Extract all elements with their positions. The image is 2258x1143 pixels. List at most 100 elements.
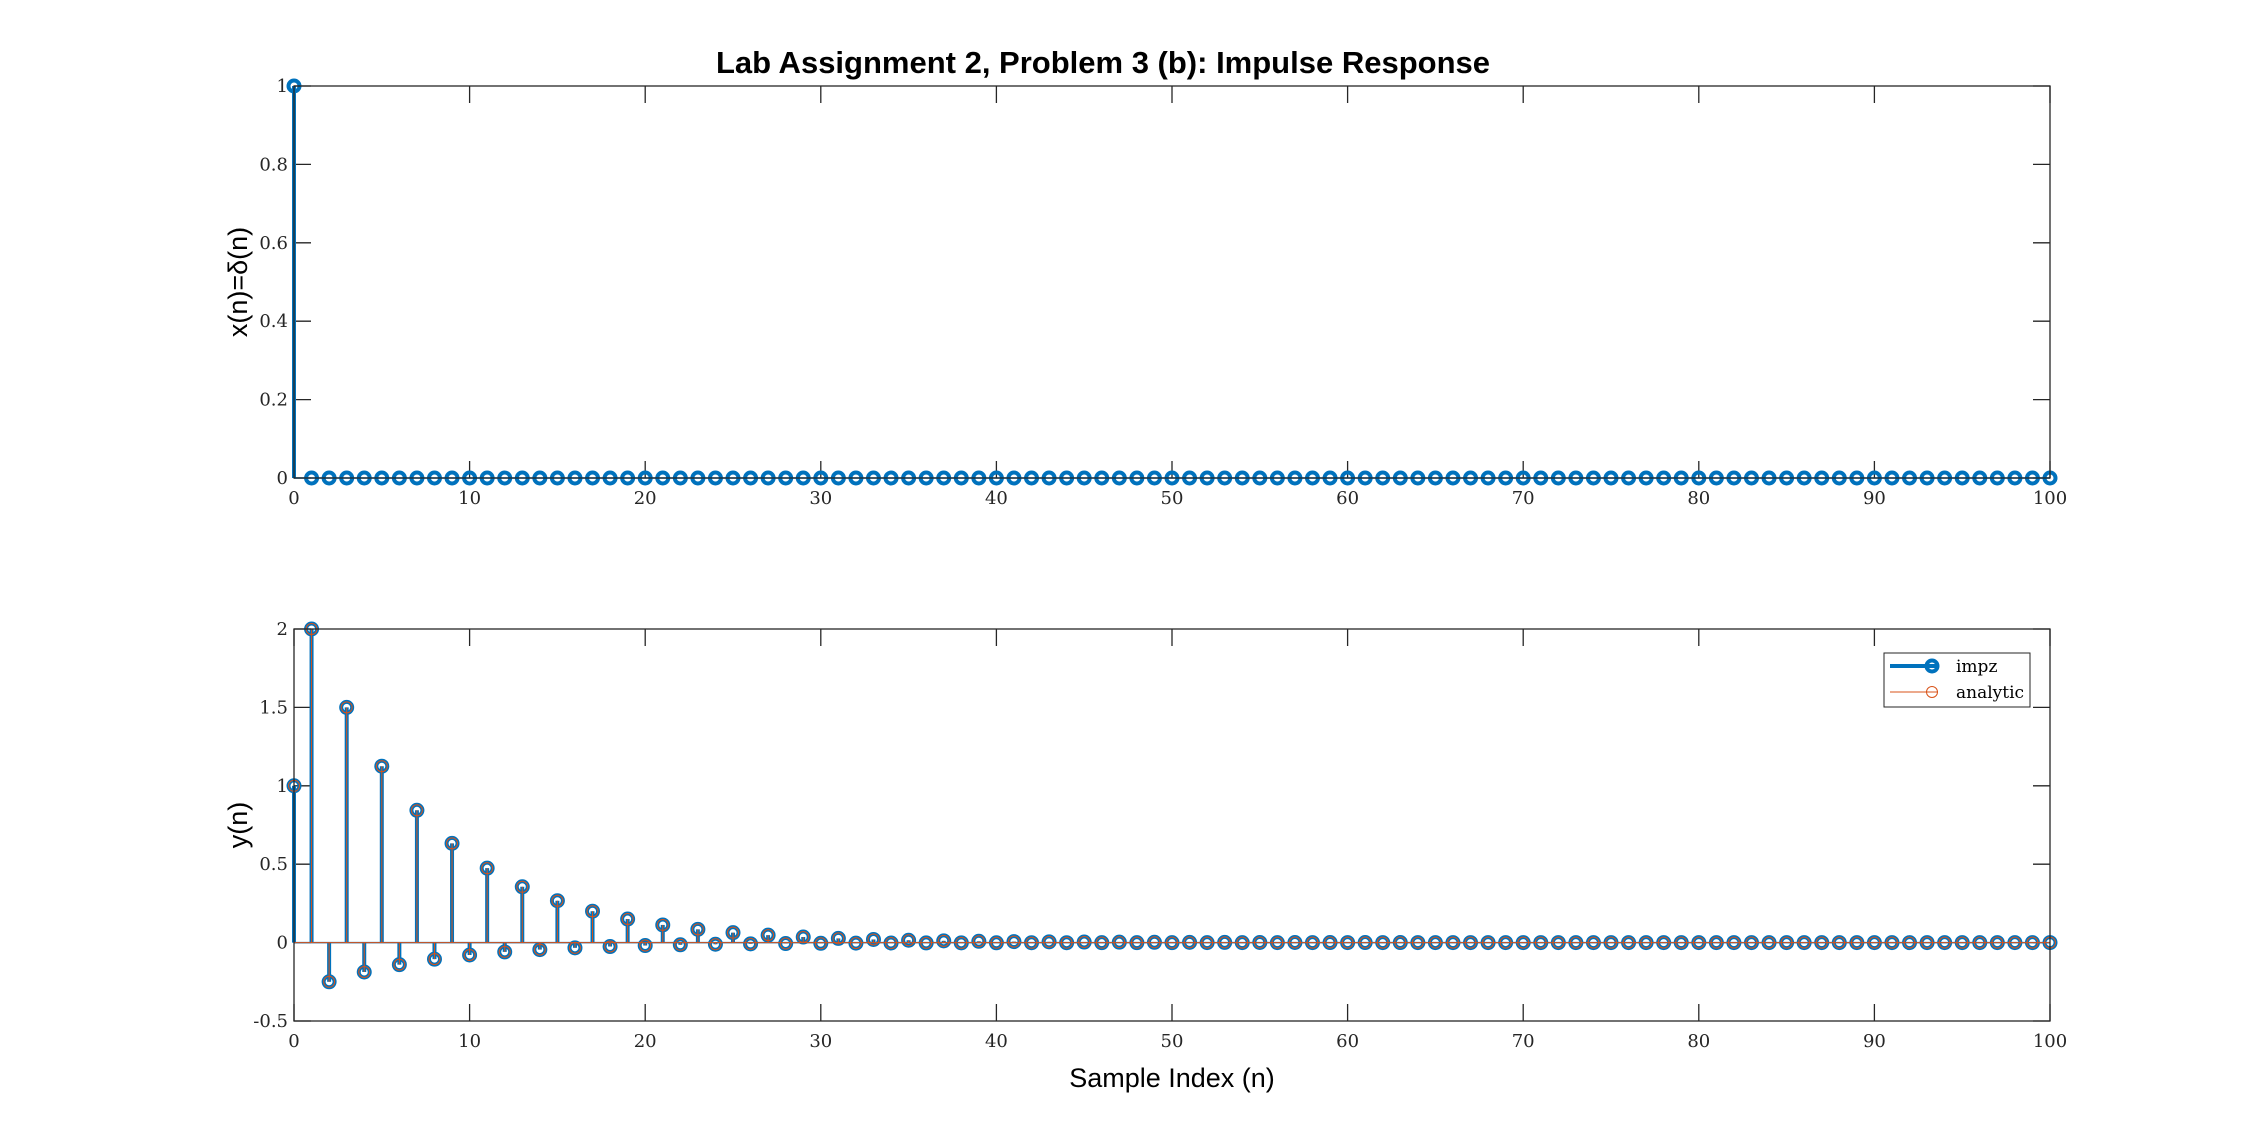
x-tick-label: 70 [1512, 1031, 1535, 1052]
stem-marker [1534, 936, 1547, 949]
stem-marker [779, 937, 792, 950]
stem-marker [568, 941, 581, 954]
y-tick-label: 0 [277, 468, 288, 489]
stem-marker [1605, 936, 1617, 949]
x-tick-label: 90 [1863, 1031, 1886, 1052]
stem-marker [1429, 936, 1442, 949]
stem-marker [1324, 936, 1337, 949]
x-tick-label: 30 [809, 488, 832, 509]
stem-marker [867, 933, 880, 946]
stem-marker [1218, 936, 1231, 949]
y-tick-label: 1 [277, 76, 288, 97]
x-tick-label: 60 [1336, 1031, 1359, 1052]
x-tick-label: 30 [809, 1031, 832, 1052]
x-tick-label: 50 [1161, 1031, 1184, 1052]
x-tick-label: 80 [1687, 1031, 1710, 1052]
stem-marker [1587, 936, 1600, 949]
stem-marker [744, 937, 757, 950]
y-tick-label: 0.2 [259, 390, 288, 411]
series-x-0 [286, 78, 2058, 486]
stem-marker [2026, 936, 2039, 949]
stem-marker [1885, 936, 1898, 949]
stem-marker [762, 929, 775, 942]
stem-marker [1815, 936, 1828, 949]
stem-marker [1043, 935, 1056, 948]
stem-marker [323, 975, 336, 988]
stem-marker [990, 936, 1003, 949]
stem-marker [1517, 936, 1530, 949]
stem-marker [586, 905, 599, 918]
stem-marker [920, 936, 933, 949]
stem-marker [1938, 936, 1951, 949]
stem-marker [481, 862, 494, 875]
stem-marker [1411, 936, 1424, 949]
stem-marker [639, 939, 652, 952]
stem-marker [533, 943, 546, 956]
stem-marker [1921, 936, 1934, 949]
stem-marker [1095, 936, 1108, 949]
chart-title: Lab Assignment 2, Problem 3 (b): Impulse… [716, 45, 1490, 80]
stem-marker [1692, 936, 1705, 949]
stem-marker [1394, 936, 1407, 949]
stem-marker [1253, 936, 1266, 949]
stem-marker [1376, 936, 1389, 949]
legend-label-analytic: analytic [1956, 683, 2024, 703]
axes-box-top [293, 85, 2051, 479]
y-axis-label-bottom: y(n) [223, 802, 253, 849]
stem-marker [1657, 936, 1670, 949]
stem-marker [1060, 936, 1073, 949]
stem-marker [709, 938, 722, 951]
stem-marker [1236, 936, 1249, 949]
stem-marker [375, 760, 388, 773]
x-tick-label: 100 [2033, 1031, 2067, 1052]
stem-marker [1763, 936, 1776, 949]
stem-marker [1341, 936, 1354, 949]
stem-marker [604, 940, 617, 953]
y-tick-label: 1 [277, 776, 288, 797]
x-tick-label: 60 [1336, 488, 1359, 509]
x-tick-label: 70 [1512, 488, 1535, 509]
stem-marker [1973, 936, 1986, 949]
stem-marker [516, 880, 529, 893]
x-tick-label: 90 [1863, 488, 1886, 509]
stem-marker [1868, 936, 1881, 949]
legend-label-impz: impz [1956, 657, 1997, 677]
stem-marker [1640, 936, 1653, 949]
stem-marker [410, 804, 423, 817]
stem-marker [1113, 936, 1126, 949]
stem-marker [1745, 936, 1758, 949]
y-axis-label-top: x(n)=δ(n) [223, 227, 253, 337]
stem-marker [972, 935, 985, 948]
x-tick-label: 20 [634, 1031, 657, 1052]
x-tick-label: 50 [1161, 488, 1184, 509]
stem-marker [814, 937, 827, 950]
stem-marker [1552, 936, 1565, 949]
stem-marker [656, 918, 669, 931]
stem-marker [1288, 936, 1301, 949]
y-tick-label: 1.5 [259, 697, 288, 718]
y-tick-label: -0.5 [253, 1011, 288, 1032]
legend: impz analytic [1883, 652, 2031, 708]
stem-marker [1956, 936, 1969, 949]
stem-marker [1991, 936, 2004, 949]
stem-marker [621, 913, 634, 926]
stem-marker [1271, 936, 1284, 949]
stem-marker [1482, 936, 1495, 949]
stem-marker [446, 837, 459, 850]
x-tick-label: 20 [634, 488, 657, 509]
stem-marker [1569, 936, 1582, 949]
stem-marker [1675, 936, 1688, 949]
stem-marker [340, 701, 353, 714]
legend-entry-impz: impz [1890, 657, 1997, 677]
stem-marker [691, 923, 704, 936]
stem-marker [1078, 936, 1091, 949]
subplot-top: Lab Assignment 2, Problem 3 (b): Impulse… [223, 45, 2067, 509]
stem-marker [1464, 936, 1477, 949]
stem-marker [1798, 936, 1811, 949]
stem-marker [1446, 936, 1459, 949]
stem-marker [1499, 936, 1512, 949]
legend-entry-analytic: analytic [1890, 683, 2024, 703]
stem-marker [393, 958, 406, 971]
stem-marker [1148, 936, 1161, 949]
